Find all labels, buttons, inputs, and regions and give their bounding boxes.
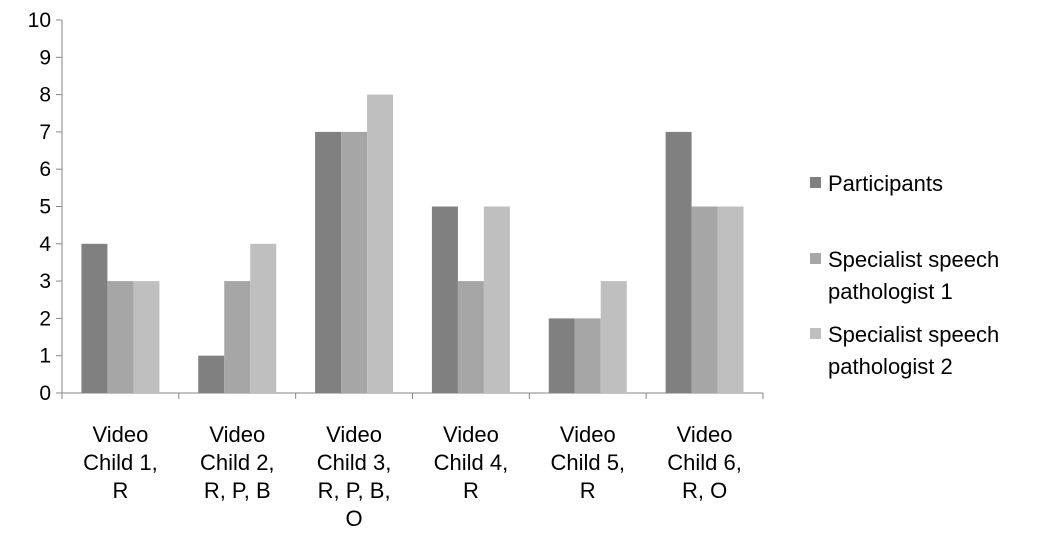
bar	[574, 318, 601, 393]
legend: Participants Specialist speech pathologist…	[810, 171, 999, 379]
x-tick-label-line: Child 5,	[550, 450, 625, 475]
x-tick-label-line: R	[463, 478, 479, 503]
bar	[341, 131, 368, 393]
x-tick-label: Video Child 1, R	[83, 422, 158, 503]
y-tick-label: 9	[39, 46, 51, 69]
bar	[431, 206, 458, 393]
bar	[81, 243, 108, 393]
bar	[665, 131, 692, 393]
x-tick-label: Video Child 2, R, P, B	[200, 422, 275, 503]
x-axis: Video Child 1, R Video Child 2, R, P, B Video C…	[61, 392, 764, 531]
bar	[107, 281, 134, 393]
bar	[457, 281, 484, 393]
y-tick-label: 0	[39, 382, 51, 405]
x-tick-label: Video Child 3, R, P, B, O	[317, 422, 392, 531]
x-tick-label-line: R	[112, 478, 128, 503]
legend-label-line: Specialist speech	[828, 322, 999, 347]
x-tick-label-line: Child 6,	[667, 450, 742, 475]
x-tick-label-line: Child 1,	[83, 450, 158, 475]
legend-label: Participants	[828, 171, 943, 196]
bar	[548, 318, 575, 393]
y-tick-label: 7	[39, 121, 51, 144]
legend-label-line: Participants	[828, 171, 943, 196]
x-tick-label-line: R, P, B	[204, 478, 271, 503]
bars	[81, 94, 744, 393]
y-tick-label: 1	[39, 345, 51, 368]
x-tick-label-line: R, P, B,	[318, 478, 391, 503]
y-tick-label: 8	[39, 84, 51, 107]
bar	[250, 243, 277, 393]
legend-label: Specialist speech pathologist 2	[828, 322, 999, 379]
x-tick-label-line: Child 4,	[434, 450, 509, 475]
bar	[600, 281, 627, 393]
legend-label-line: pathologist 2	[828, 354, 953, 379]
x-tick-label-line: Child 2,	[200, 450, 275, 475]
bar	[717, 206, 744, 393]
legend-swatch	[810, 328, 821, 339]
y-tick-label: 10	[28, 9, 51, 32]
legend-swatch	[810, 177, 821, 188]
bar	[198, 355, 225, 393]
y-tick-label: 6	[39, 158, 51, 181]
x-tick-label-line: Video	[560, 422, 616, 447]
y-axis: 0 1 2 3 4 5 6 7 8 9 10	[28, 9, 63, 405]
y-tick-label: 5	[39, 196, 51, 219]
bar	[133, 281, 160, 393]
x-tick-label-line: Video	[443, 422, 499, 447]
x-tick-label-line: Child 3,	[317, 450, 392, 475]
x-tick-label-line: O	[346, 506, 363, 531]
x-tick-label-line: Video	[209, 422, 265, 447]
bar	[224, 281, 251, 393]
bar	[367, 94, 394, 393]
x-tick-label: Video Child 6, R, O	[667, 422, 742, 503]
x-tick-label: Video Child 5, R	[550, 422, 625, 503]
bar	[483, 206, 510, 393]
x-tick-label: Video Child 4, R	[434, 422, 509, 503]
legend-label-line: pathologist 1	[828, 279, 953, 304]
legend-swatch	[810, 253, 821, 264]
legend-label: Specialist speech pathologist 1	[828, 247, 999, 304]
x-tick-label-line: R	[580, 478, 596, 503]
legend-label-line: Specialist speech	[828, 247, 999, 272]
x-tick-label-line: Video	[326, 422, 382, 447]
x-tick-label-line: Video	[92, 422, 148, 447]
y-tick-label: 3	[39, 270, 51, 293]
y-tick-label: 2	[39, 307, 51, 330]
x-tick-label-line: R, O	[682, 478, 727, 503]
bar	[691, 206, 718, 393]
bar	[315, 131, 342, 393]
y-tick-label: 4	[39, 233, 51, 256]
x-tick-label-line: Video	[677, 422, 733, 447]
